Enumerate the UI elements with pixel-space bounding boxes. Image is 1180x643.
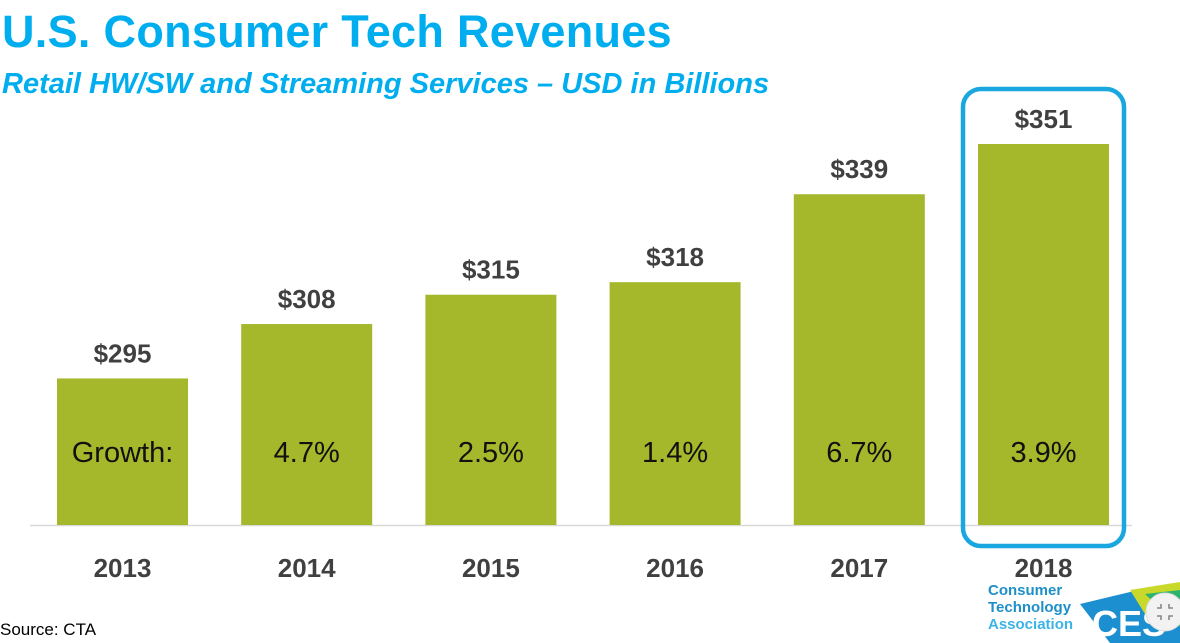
collapse-icon	[1157, 604, 1173, 620]
x-tick-label: 2016	[646, 553, 704, 583]
data-label: $295	[94, 338, 152, 368]
data-label: $315	[462, 255, 520, 285]
bar-2016	[609, 282, 741, 525]
data-label: $308	[278, 284, 336, 314]
growth-label: 2.5%	[458, 437, 524, 469]
bar-2014	[241, 324, 373, 525]
highlight-box	[960, 86, 1127, 549]
chart-title: U.S. Consumer Tech Revenues	[2, 6, 672, 57]
growth-label: 1.4%	[642, 437, 708, 469]
growth-label: Growth:	[72, 437, 174, 469]
cta-ces-logo: Consumer Technology Association CES	[985, 582, 1180, 643]
logo-line: Association	[988, 616, 1074, 633]
growth-label: 4.7%	[274, 437, 340, 469]
cta-logo-text: Consumer Technology Association	[988, 582, 1073, 633]
data-label: $318	[646, 242, 704, 272]
x-tick-label: 2015	[462, 553, 520, 583]
data-label: $351	[1015, 104, 1073, 134]
bar-2018	[978, 144, 1109, 525]
bar-2013	[57, 378, 188, 525]
collapse-button[interactable]	[1145, 592, 1180, 632]
growth-label: 3.9%	[1010, 437, 1076, 469]
logo-line: Technology	[988, 599, 1072, 616]
source-note: Source: CTA	[0, 620, 97, 639]
logo-line: Consumer	[988, 582, 1063, 599]
x-tick-label: 2018	[1015, 553, 1073, 583]
data-label: $339	[830, 154, 888, 184]
x-tick-label: 2017	[830, 553, 888, 583]
bar-2015	[425, 294, 557, 525]
x-tick-label: 2013	[94, 553, 152, 583]
growth-label: 6.7%	[826, 437, 892, 469]
bar-2017	[793, 194, 925, 525]
x-tick-label: 2014	[278, 553, 336, 583]
chart-subtitle: Retail HW/SW and Streaming Services – US…	[2, 68, 770, 100]
